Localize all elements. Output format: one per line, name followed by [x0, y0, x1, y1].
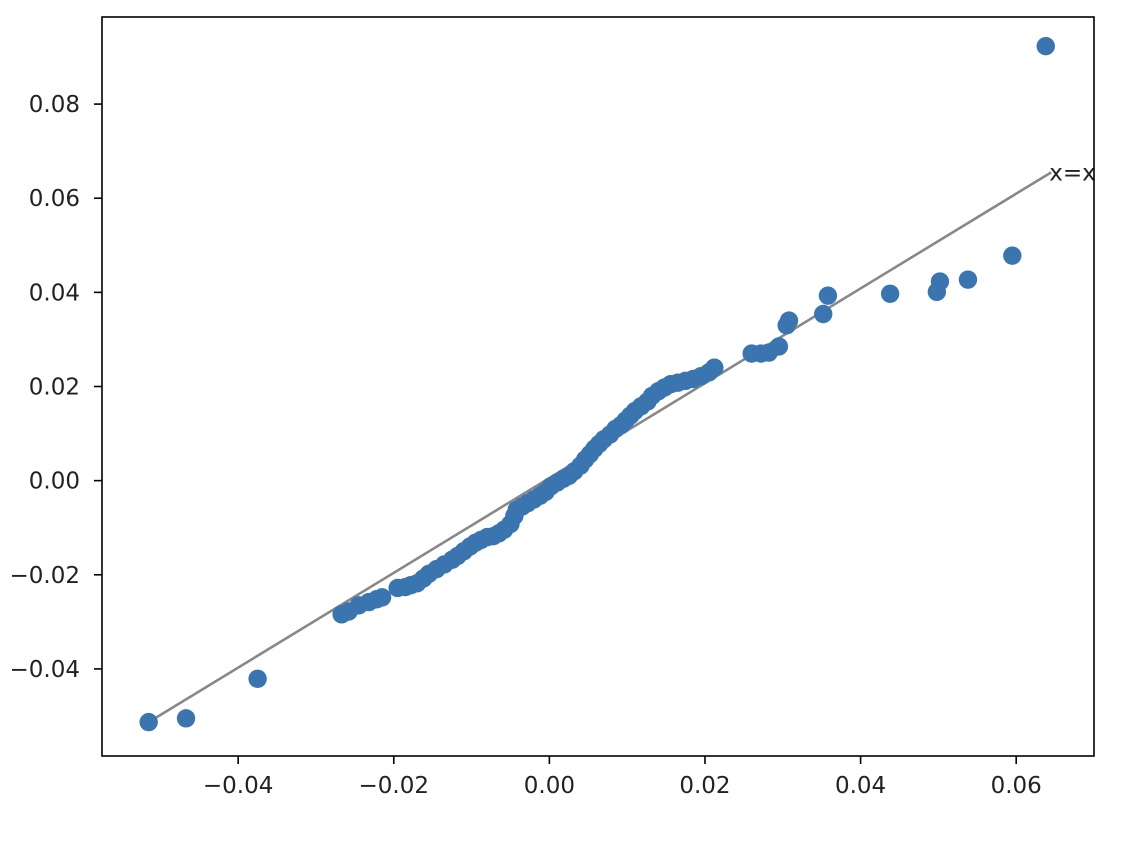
x-tick-label: 0.00: [524, 773, 575, 799]
data-point: [139, 712, 158, 732]
data-point: [880, 284, 900, 303]
data-point: [176, 709, 196, 728]
data-point: [814, 304, 833, 324]
data-point: [1036, 36, 1055, 56]
x-tick-label: −0.02: [359, 773, 429, 799]
y-axis: −0.04 −0.02 0.00 0.02 0.04 0.06 0.08: [10, 92, 102, 683]
x-tick-label: −0.04: [203, 773, 273, 799]
data-point: [818, 286, 838, 305]
data-point: [372, 588, 392, 607]
data-points: [139, 36, 1055, 732]
y-tick-label: 0.02: [29, 375, 80, 401]
data-point: [705, 358, 724, 377]
plot-frame: [101, 16, 1095, 757]
y-tick-label: −0.02: [10, 563, 80, 589]
y-tick-label: −0.04: [10, 657, 80, 683]
data-point: [1003, 246, 1022, 265]
reference-line-label: x=x: [1049, 160, 1096, 186]
y-tick-label: 0.08: [29, 92, 80, 118]
data-point: [779, 311, 799, 330]
x-tick-label: 0.02: [679, 773, 730, 799]
data-point: [958, 270, 978, 289]
x-axis: −0.04 −0.02 0.00 0.02 0.04 0.06: [203, 756, 1042, 799]
data-point: [769, 337, 789, 356]
y-tick-label: 0.06: [29, 186, 80, 212]
y-tick-label: 0.04: [29, 280, 80, 306]
x-tick-label: 0.06: [991, 773, 1042, 799]
data-point: [248, 669, 267, 689]
y-tick-label: 0.00: [29, 469, 80, 495]
data-point: [930, 272, 950, 291]
x-tick-label: 0.04: [835, 773, 886, 799]
plot-area: x=x: [139, 36, 1096, 732]
